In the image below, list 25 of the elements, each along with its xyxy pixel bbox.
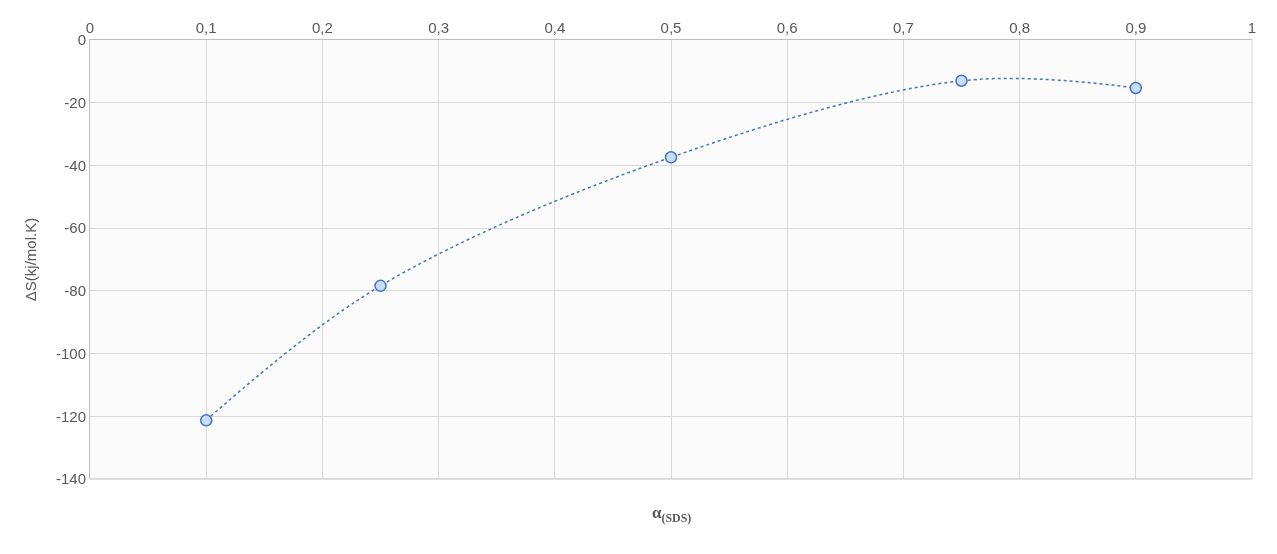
y-tick-label: 0 (77, 31, 86, 49)
x-tick-label: 0,2 (311, 19, 333, 36)
y-tick-label: -40 (64, 156, 86, 174)
x-tick-label: 0,7 (892, 19, 914, 36)
x-tick-label: 0,9 (1125, 19, 1147, 36)
x-axis-title: α$_{(SDS)}$ (652, 503, 692, 525)
x-tick-label: 1 (1247, 19, 1257, 36)
y-tick-label: -80 (64, 282, 86, 300)
x-tick-label: 0,4 (544, 19, 566, 36)
point (955, 74, 968, 88)
y-tick-label: -60 (64, 219, 86, 237)
y-tick-label: -140 (55, 470, 86, 488)
x-tick-label: 0,1 (195, 19, 217, 36)
point (374, 279, 387, 293)
y-tick-label: -100 (55, 344, 86, 362)
point (664, 151, 678, 164)
y-tick-label: -20 (64, 93, 86, 111)
point (1129, 81, 1143, 95)
x-tick-label: 0,8 (1009, 19, 1031, 36)
x-tick-label: 0,3 (428, 19, 450, 36)
x-tick-label: 0,5 (660, 19, 682, 36)
y-tick-label: -120 (55, 407, 86, 425)
y-axis-title: ΔS(kj/mol.K) (22, 217, 40, 302)
x-tick-label: 0,6 (776, 19, 798, 36)
point (199, 414, 213, 427)
